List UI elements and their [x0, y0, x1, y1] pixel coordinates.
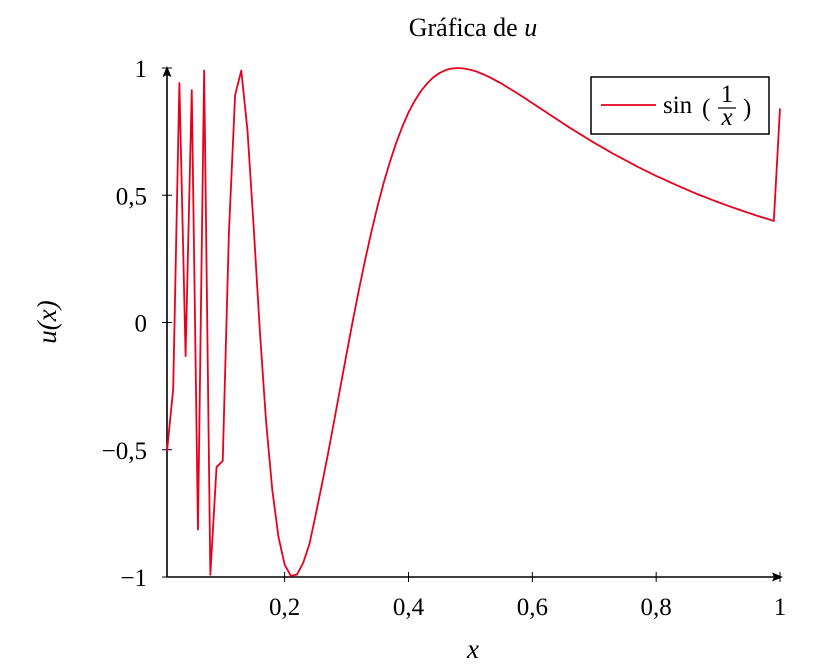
y-tick-label: 0,5 [116, 183, 147, 210]
x-axis-arrow [772, 572, 783, 582]
x-ticks: 0,2 0,4 0,6 0,8 1 [269, 572, 786, 621]
x-axis-label: x [466, 634, 479, 664]
x-tick-label: 0,2 [269, 594, 300, 621]
y-axis-label: u(x) [32, 300, 62, 343]
y-tick-label: 1 [135, 56, 148, 83]
y-axis-arrow [162, 66, 172, 77]
x-tick-label: 0,8 [641, 594, 672, 621]
legend: sin ( ) 1 x [590, 76, 770, 135]
legend-frac-num: 1 [721, 81, 734, 108]
legend-paren-open: ( [702, 95, 710, 122]
legend-label-func: sin [663, 92, 693, 119]
y-ticks: −1 −0,5 0 0,5 1 [102, 56, 172, 592]
y-tick-label: 0 [135, 311, 148, 338]
y-tick-label: −0,5 [102, 438, 147, 465]
series-line-sin-1-x [166, 67, 781, 577]
legend-paren-close: ) [743, 95, 751, 122]
x-tick-label: 1 [774, 594, 787, 621]
y-tick-label: −1 [120, 565, 147, 592]
legend-frac-den: x [720, 104, 732, 131]
x-tick-label: 0,6 [517, 594, 548, 621]
chart-title: Gráfica de u [409, 13, 537, 42]
x-tick-label: 0,4 [393, 594, 425, 621]
axes [162, 66, 783, 582]
